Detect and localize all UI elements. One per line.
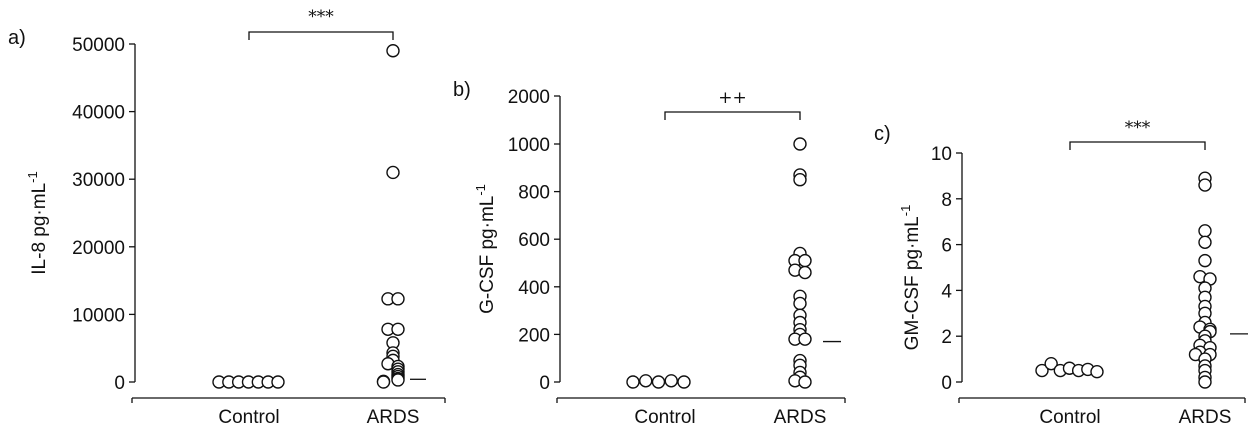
data-point-ards	[391, 322, 405, 336]
category-label-ards: ARDS	[367, 407, 420, 428]
y-tick-label: 30000	[72, 170, 125, 191]
y-tick-label: 400	[518, 278, 550, 299]
data-point-control	[639, 374, 653, 388]
data-point-ards	[793, 296, 807, 311]
y-tick-label: 20000	[72, 238, 125, 259]
data-point-control	[271, 375, 285, 389]
data-point-ards	[1198, 178, 1212, 192]
data-point-control	[664, 374, 678, 388]
y-tick-label: 0	[539, 373, 550, 394]
data-point-control	[1090, 364, 1104, 379]
data-point-ards	[798, 375, 812, 389]
y-axis-title: G-CSF pg·mL-1	[473, 184, 498, 314]
panel-label: a)	[8, 27, 26, 49]
data-point-ards	[1198, 375, 1212, 389]
y-tick-label: 40000	[72, 103, 125, 124]
y-tick-label: 1000	[508, 135, 550, 156]
y-axis-title-text: G-CSF pg·mL	[477, 196, 498, 314]
data-point-ards	[798, 265, 812, 280]
panel-label: b)	[453, 79, 471, 101]
data-point-control	[1035, 363, 1049, 378]
data-point-ards	[386, 44, 400, 58]
data-point-ards	[793, 137, 807, 151]
y-tick-label: 200	[518, 325, 550, 346]
y-tick-label: 50000	[72, 35, 125, 56]
data-point-control	[1044, 356, 1058, 371]
data-point-ards	[798, 332, 812, 346]
y-axis-title-superscript: -1	[898, 205, 913, 217]
data-point-ards	[793, 172, 807, 187]
y-tick-label: 10	[931, 144, 952, 165]
y-tick-label: 800	[518, 183, 550, 204]
data-point-ards	[376, 375, 391, 389]
significance-marker: ++	[718, 88, 747, 108]
y-tick-label: 0	[941, 373, 952, 394]
chart-panel-3: c) 0 2 4 6 8 10 GM-CSF pg·mL-1 Control ARDS ***	[874, 118, 1248, 428]
category-label-control: Control	[1039, 407, 1100, 428]
category-label-ards: ARDS	[1179, 407, 1232, 428]
chart-panel-1: a) 0 10000 20000 30000 40000 50000 IL-8 pg·mL-1…	[8, 7, 446, 428]
y-axis-title-text: IL-8 pg·mL	[29, 183, 50, 275]
y-axis-title-text: GM-CSF pg·mL	[902, 216, 923, 350]
significance-bracket	[248, 31, 394, 40]
y-tick-label: 2	[941, 327, 952, 348]
y-tick-label: 6	[941, 236, 952, 257]
y-axis-title-superscript: -1	[25, 171, 40, 183]
y-tick-label: 0	[114, 373, 125, 394]
data-point-ards	[1198, 235, 1212, 250]
data-point-ards	[391, 373, 405, 387]
data-point-ards	[1198, 253, 1212, 268]
data-point-ards	[798, 253, 812, 268]
y-tick-label: 4	[941, 281, 952, 302]
y-tick-label: 2000	[508, 87, 550, 108]
data-point-control	[651, 375, 666, 389]
significance-bracket	[1069, 141, 1206, 150]
y-tick-label: 8	[941, 190, 952, 211]
y-tick-label: 600	[518, 230, 550, 251]
data-point-ards	[1198, 224, 1212, 238]
data-point-ards	[391, 292, 405, 306]
data-point-control	[626, 375, 640, 389]
y-axis-title-superscript: -1	[473, 184, 488, 196]
data-point-ards	[386, 165, 400, 180]
chart-panel-2: b) 0 200 400 600 800 1000 2000 G-CSF pg·mL-1 Cont…	[453, 79, 846, 428]
significance-marker: ***	[1125, 118, 1151, 138]
significance-bracket	[664, 111, 801, 120]
category-label-control: Control	[218, 407, 279, 428]
data-point-control	[677, 375, 691, 389]
significance-marker: ***	[308, 7, 334, 27]
panel-label: c)	[874, 123, 891, 145]
category-label-ards: ARDS	[774, 407, 827, 428]
y-axis-title: IL-8 pg·mL-1	[25, 171, 50, 274]
y-tick-label: 10000	[72, 305, 125, 326]
y-axis-title: GM-CSF pg·mL-1	[898, 205, 923, 351]
category-label-control: Control	[634, 407, 695, 428]
